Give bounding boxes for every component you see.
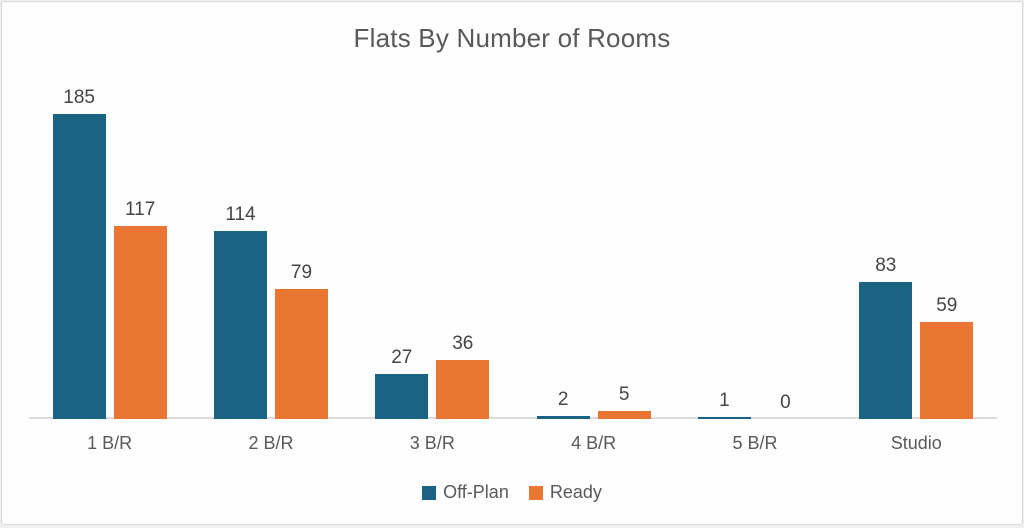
legend-label: Off-Plan: [443, 482, 509, 502]
category-label-2-b-r: 2 B/R: [248, 433, 294, 453]
legend-label: Ready: [549, 482, 602, 502]
bar-off-plan-studio[interactable]: [859, 282, 913, 419]
value-label: 83: [875, 255, 897, 276]
value-label: 36: [452, 333, 474, 354]
value-label: 117: [125, 199, 156, 220]
value-label: 0: [780, 392, 791, 413]
value-label: 1: [719, 390, 730, 411]
legend-item-ready[interactable]: Ready: [528, 482, 602, 503]
bar-slot: 59: [920, 295, 974, 419]
plot-area: 185 117 114 79 27 36 2 5 1 0 83 59 1 B/R 2 B/R 3 B/R 4…: [29, 76, 997, 454]
bar-ready-3-b-r[interactable]: [436, 360, 490, 419]
legend-item-off-plan[interactable]: Off-Plan: [422, 482, 509, 503]
bar-off-plan-3-b-r[interactable]: [375, 374, 429, 419]
bar-slot: 36: [436, 333, 490, 419]
bar-slot: 1: [697, 390, 751, 419]
category-group-studio: 83 59: [836, 76, 997, 419]
value-label: 5: [618, 384, 630, 405]
bar-slot: 185: [52, 87, 106, 419]
bar-slot: 79: [274, 262, 328, 419]
bar-off-plan-1-b-r[interactable]: [52, 114, 106, 419]
value-label: 27: [391, 347, 413, 368]
value-label: 2: [557, 389, 569, 410]
bar-off-plan-5-b-r[interactable]: [697, 417, 751, 419]
value-label: 79: [290, 262, 313, 283]
category-label-5-b-r: 5 B/R: [732, 433, 778, 453]
bar-slot: 117: [113, 199, 167, 419]
value-label: 185: [63, 87, 95, 108]
bar-slot: 0: [759, 392, 812, 419]
category-label-4-b-r: 4 B/R: [571, 433, 617, 453]
chart-title: Flats By Number of Rooms: [353, 23, 671, 53]
bar-ready-1-b-r[interactable]: [113, 226, 167, 419]
bar-slot: 114: [213, 204, 267, 419]
category-label-studio: Studio: [890, 433, 942, 453]
value-label: 114: [225, 204, 256, 225]
bar-ready-2-b-r[interactable]: [274, 289, 328, 419]
value-label: 59: [936, 295, 958, 316]
category-group-1-b-r: 185 117: [29, 76, 190, 419]
bar-ready-4-b-r[interactable]: [597, 411, 651, 419]
off-plan-swatch-icon: [422, 485, 437, 500]
ready-swatch-icon: [528, 485, 543, 500]
category-axis: 1 B/R 2 B/R 3 B/R 4 B/R 5 B/R Studio: [29, 433, 997, 454]
bar-slot: 27: [375, 347, 429, 419]
category-label-1-b-r: 1 B/R: [87, 433, 133, 453]
category-group-2-b-r: 114 79: [190, 76, 351, 419]
bar-slot: 83: [859, 255, 913, 419]
bar-slot: 2: [536, 389, 590, 419]
plot-groups: 185 117 114 79 27 36 2 5 1 0 83 59: [29, 76, 997, 419]
legend: Off-Plan Ready: [2, 482, 1022, 503]
category-group-3-b-r: 27 36: [352, 76, 513, 419]
category-label-3-b-r: 3 B/R: [409, 433, 455, 453]
x-axis-line: [29, 417, 997, 419]
bar-off-plan-2-b-r[interactable]: [213, 231, 267, 419]
bar-ready-studio[interactable]: [920, 322, 974, 419]
bar-off-plan-4-b-r[interactable]: [536, 416, 590, 419]
bar-slot: 5: [597, 384, 651, 419]
